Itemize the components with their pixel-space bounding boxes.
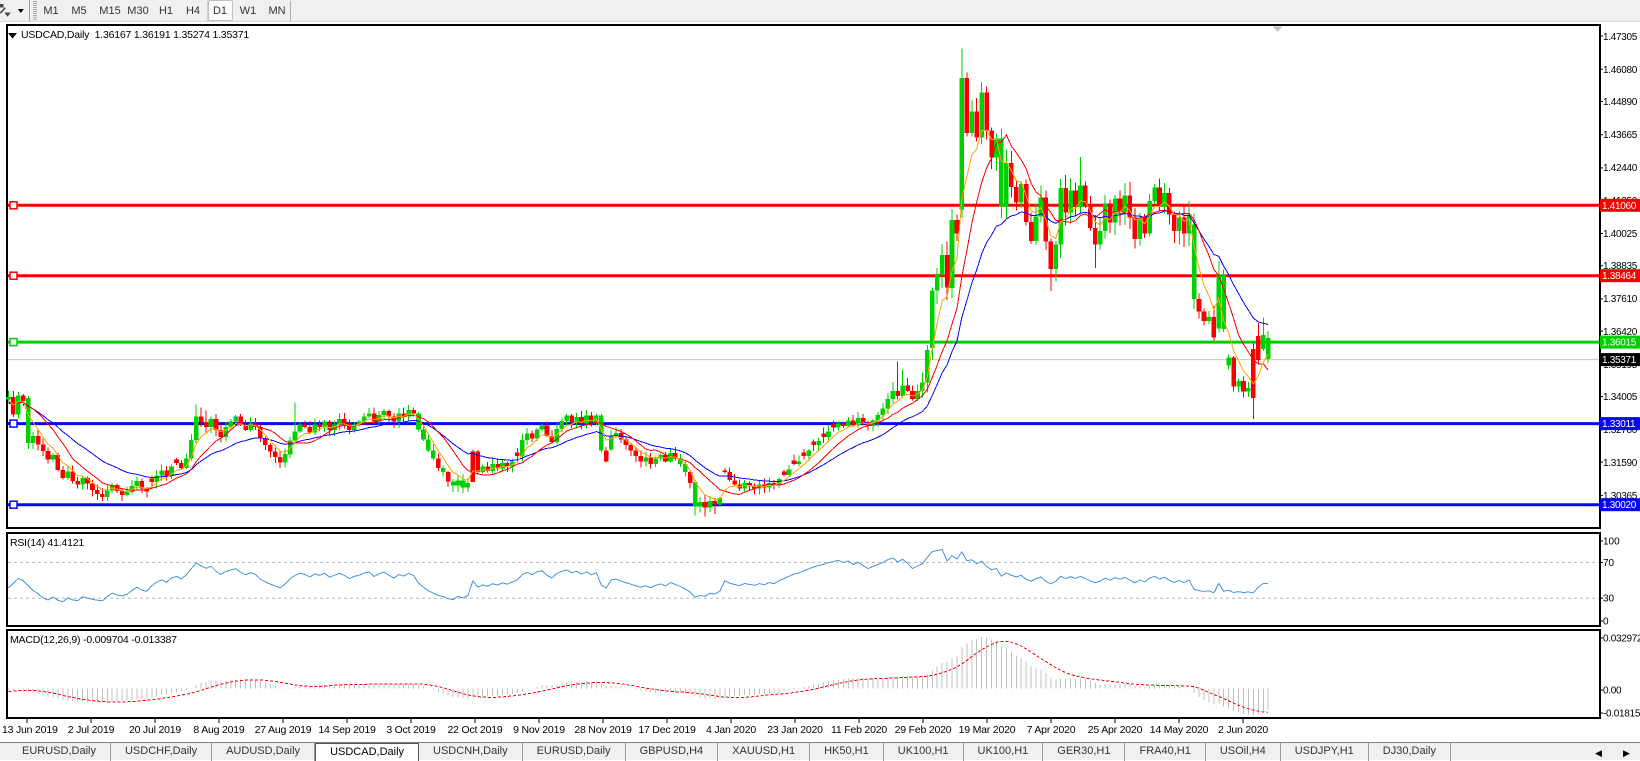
svg-text:1.30020: 1.30020 (1602, 500, 1637, 511)
svg-text:1.32780: 1.32780 (1603, 425, 1638, 436)
svg-text:1.37610: 1.37610 (1603, 294, 1638, 305)
svg-text:14 May 2020: 14 May 2020 (1150, 724, 1209, 736)
svg-text:2 Jun 2020: 2 Jun 2020 (1218, 724, 1268, 736)
svg-text:13 Jun 2019: 13 Jun 2019 (2, 724, 58, 736)
svg-text:RSI(14) 41.4121: RSI(14) 41.4121 (10, 537, 84, 549)
svg-text:25 Apr 2020: 25 Apr 2020 (1088, 724, 1143, 736)
svg-text:20 Jul 2019: 20 Jul 2019 (129, 724, 181, 736)
svg-text:19 Mar 2020: 19 Mar 2020 (959, 724, 1016, 736)
svg-text:1.42440: 1.42440 (1603, 163, 1638, 174)
svg-text:1.33011: 1.33011 (1602, 419, 1636, 430)
svg-text:1.43665: 1.43665 (1603, 130, 1638, 141)
svg-text:22 Oct 2019: 22 Oct 2019 (447, 724, 502, 736)
svg-text:30: 30 (1603, 594, 1615, 605)
svg-text:USDCAD,Daily 1.36167 1.36191: USDCAD,Daily 1.36167 1.36191 1.35274 1.3… (21, 29, 249, 41)
svg-text:3 Oct 2019: 3 Oct 2019 (386, 724, 436, 736)
svg-text:1.31590: 1.31590 (1603, 458, 1638, 469)
svg-text:0.032972: 0.032972 (1603, 634, 1640, 645)
svg-text:0: 0 (1603, 617, 1609, 628)
svg-text:100: 100 (1603, 537, 1620, 548)
svg-text:1.41060: 1.41060 (1602, 201, 1637, 212)
svg-text:9 Nov 2019: 9 Nov 2019 (513, 724, 565, 736)
svg-text:1.36015: 1.36015 (1602, 338, 1637, 349)
svg-text:1.46080: 1.46080 (1603, 65, 1638, 76)
svg-text:1.35371: 1.35371 (1602, 355, 1637, 366)
svg-text:1.44890: 1.44890 (1603, 97, 1638, 108)
svg-text:1.36420: 1.36420 (1603, 327, 1638, 338)
svg-text:1.38464: 1.38464 (1602, 271, 1637, 282)
svg-text:1.47305: 1.47305 (1603, 32, 1638, 43)
svg-text:8 Aug 2019: 8 Aug 2019 (193, 724, 244, 736)
svg-text:28 Nov 2019: 28 Nov 2019 (574, 724, 632, 736)
svg-text:17 Dec 2019: 17 Dec 2019 (638, 724, 696, 736)
svg-text:14 Sep 2019: 14 Sep 2019 (318, 724, 376, 736)
svg-text:1.38835: 1.38835 (1603, 261, 1638, 272)
svg-text:11 Feb 2020: 11 Feb 2020 (831, 724, 887, 736)
svg-text:MACD(12,26,9) -0.009704 -0.013: MACD(12,26,9) -0.009704 -0.013387 (10, 634, 177, 646)
svg-text:70: 70 (1603, 558, 1615, 569)
svg-text:1.30365: 1.30365 (1603, 491, 1638, 502)
svg-text:-0.018154: -0.018154 (1603, 709, 1640, 720)
svg-text:23 Jan 2020: 23 Jan 2020 (767, 724, 823, 736)
svg-text:1.34005: 1.34005 (1603, 392, 1638, 403)
svg-text:4 Jan 2020: 4 Jan 2020 (706, 724, 756, 736)
svg-text:0.00: 0.00 (1603, 686, 1622, 697)
svg-text:7 Apr 2020: 7 Apr 2020 (1027, 724, 1076, 736)
svg-text:27 Aug 2019: 27 Aug 2019 (255, 724, 312, 736)
svg-text:2 Jul 2019: 2 Jul 2019 (68, 724, 115, 736)
svg-text:1.40025: 1.40025 (1603, 229, 1638, 240)
svg-text:29 Feb 2020: 29 Feb 2020 (895, 724, 952, 736)
